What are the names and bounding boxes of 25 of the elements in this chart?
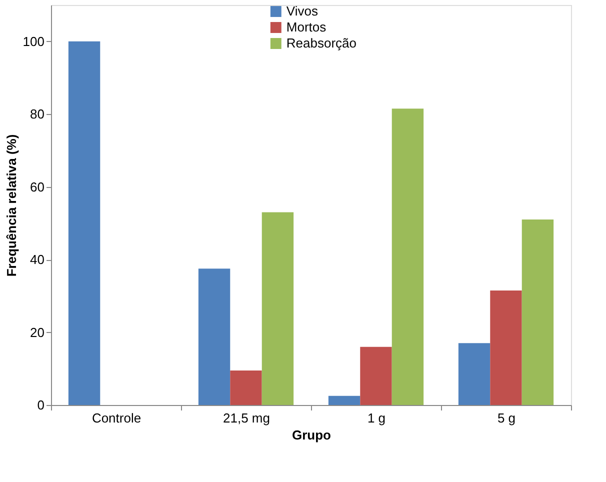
x-tick-label: 21,5 mg bbox=[223, 410, 270, 426]
x-tick-label: 1 g bbox=[367, 410, 386, 426]
legend-label: Mortos bbox=[286, 20, 327, 34]
bar bbox=[360, 346, 392, 405]
bar bbox=[522, 220, 554, 405]
y-tick-label: 40 bbox=[30, 252, 44, 268]
y-tick-label: 0 bbox=[37, 398, 44, 412]
y-tick-label: 60 bbox=[30, 179, 44, 194]
bar bbox=[490, 290, 522, 405]
legend-label: Reabsorção bbox=[286, 36, 357, 50]
y-axis-title: Frequência relativa (%) bbox=[4, 134, 19, 277]
x-tick-label: Controle bbox=[92, 410, 142, 426]
y-tick-label: 100 bbox=[22, 34, 44, 49]
bar bbox=[328, 396, 360, 405]
bar bbox=[68, 41, 100, 405]
legend-label: Vivos bbox=[286, 4, 318, 18]
bar bbox=[392, 108, 424, 405]
y-tick-label: 20 bbox=[30, 324, 44, 340]
bar bbox=[262, 212, 294, 405]
bar bbox=[198, 268, 230, 405]
x-tick-label: 5 g bbox=[497, 410, 516, 426]
x-axis-title: Grupo bbox=[292, 428, 332, 442]
bar bbox=[458, 343, 490, 405]
y-tick-label: 80 bbox=[30, 106, 44, 122]
bar bbox=[230, 370, 262, 405]
